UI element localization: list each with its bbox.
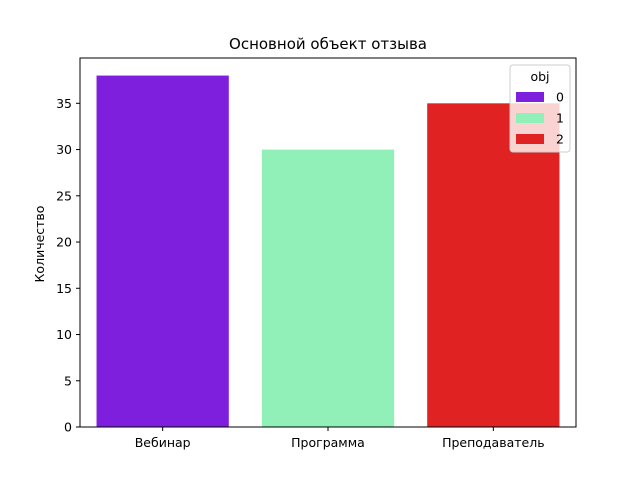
y-tick-label: 0 xyxy=(64,420,72,435)
bar-0 xyxy=(96,75,229,428)
legend-label-0: 0 xyxy=(556,90,564,105)
x-tick-label: Преподаватель xyxy=(442,435,545,450)
bar-1 xyxy=(261,149,395,427)
legend-swatch-1 xyxy=(516,113,544,123)
legend-swatch-0 xyxy=(516,92,544,102)
chart-title: Основной объект отзыва xyxy=(229,35,427,53)
y-tick-label: 5 xyxy=(64,373,72,388)
x-tick-label: Вебинар xyxy=(135,435,191,450)
y-tick-label: 30 xyxy=(56,142,72,157)
y-tick-label: 35 xyxy=(56,96,72,111)
y-tick-label: 15 xyxy=(56,281,72,296)
legend-label-1: 1 xyxy=(556,111,564,126)
legend-items: 0 1 2 xyxy=(516,90,564,147)
x-tick-label: Программа xyxy=(291,435,365,450)
y-ticks-group: 0 5 10 15 20 25 30 35 xyxy=(56,96,80,435)
y-axis-label: Количество xyxy=(32,206,47,283)
x-ticks-group: Вебинар Программа Преподаватель xyxy=(135,427,545,450)
legend-label-2: 2 xyxy=(556,132,564,147)
legend: obj 0 1 2 xyxy=(509,64,571,153)
bar-2 xyxy=(427,103,560,427)
plot-frame xyxy=(79,57,577,428)
legend-box xyxy=(509,64,571,153)
y-tick-label: 10 xyxy=(56,327,72,342)
bars-group xyxy=(96,75,560,428)
y-tick-label: 25 xyxy=(56,188,72,203)
legend-swatch-2 xyxy=(516,134,544,144)
y-tick-label: 20 xyxy=(56,235,72,250)
legend-title: obj xyxy=(530,69,549,84)
